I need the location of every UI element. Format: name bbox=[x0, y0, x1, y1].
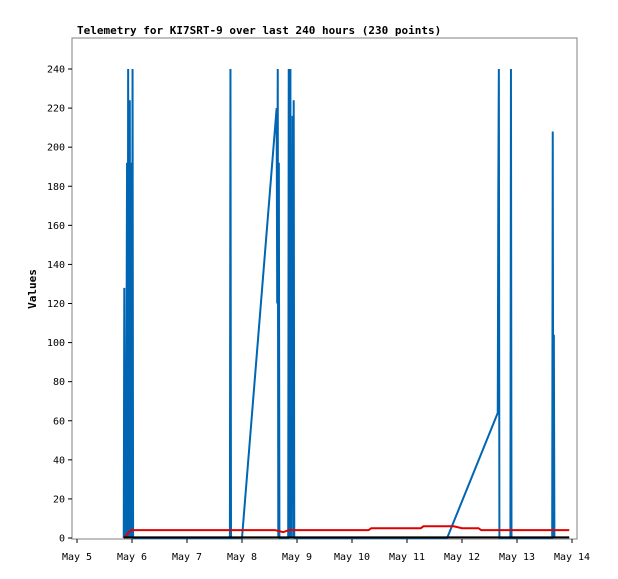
y-tick-label: 100 bbox=[47, 338, 65, 349]
x-tick-label: May 5 bbox=[62, 552, 92, 563]
y-tick-label: 200 bbox=[47, 143, 65, 154]
x-tick-label: May 7 bbox=[172, 552, 202, 563]
y-tick-label: 20 bbox=[53, 494, 65, 505]
y-tick-label: 80 bbox=[53, 377, 65, 388]
x-axis: May 5 May 6 May 7 May 8 May 9 May 10 May 11 May… bbox=[62, 539, 590, 563]
y-tick-label: 40 bbox=[53, 455, 65, 466]
x-tick-label: May 11 bbox=[389, 552, 425, 563]
x-tick-label: May 8 bbox=[227, 552, 257, 563]
y-tick-label: 60 bbox=[53, 416, 65, 427]
x-tick-label: May 6 bbox=[117, 552, 147, 563]
y-tick-label: 220 bbox=[47, 104, 65, 115]
chart-title: Telemetry for KI7SRT-9 over last 240 hou… bbox=[77, 24, 441, 37]
y-tick-label: 0 bbox=[59, 534, 65, 545]
x-tick-label: May 13 bbox=[499, 552, 535, 563]
series-line-2 bbox=[123, 525, 570, 539]
x-tick-label: May 14 bbox=[554, 552, 590, 563]
y-axis: 0 20 40 60 80 100 120 140 160 180 200 220 240 bbox=[47, 65, 72, 545]
series-layer bbox=[122, 68, 570, 539]
x-tick-label: May 10 bbox=[334, 552, 370, 563]
y-tick-label: 180 bbox=[47, 182, 65, 193]
y-tick-label: 240 bbox=[47, 65, 65, 76]
y-tick-label: 160 bbox=[47, 221, 65, 232]
x-tick-label: May 9 bbox=[282, 552, 312, 563]
x-tick-label: May 12 bbox=[444, 552, 480, 563]
y-tick-label: 120 bbox=[47, 299, 65, 310]
y-axis-label: Values bbox=[26, 269, 39, 309]
plot-frame bbox=[71, 37, 578, 540]
y-tick-label: 140 bbox=[47, 260, 65, 271]
